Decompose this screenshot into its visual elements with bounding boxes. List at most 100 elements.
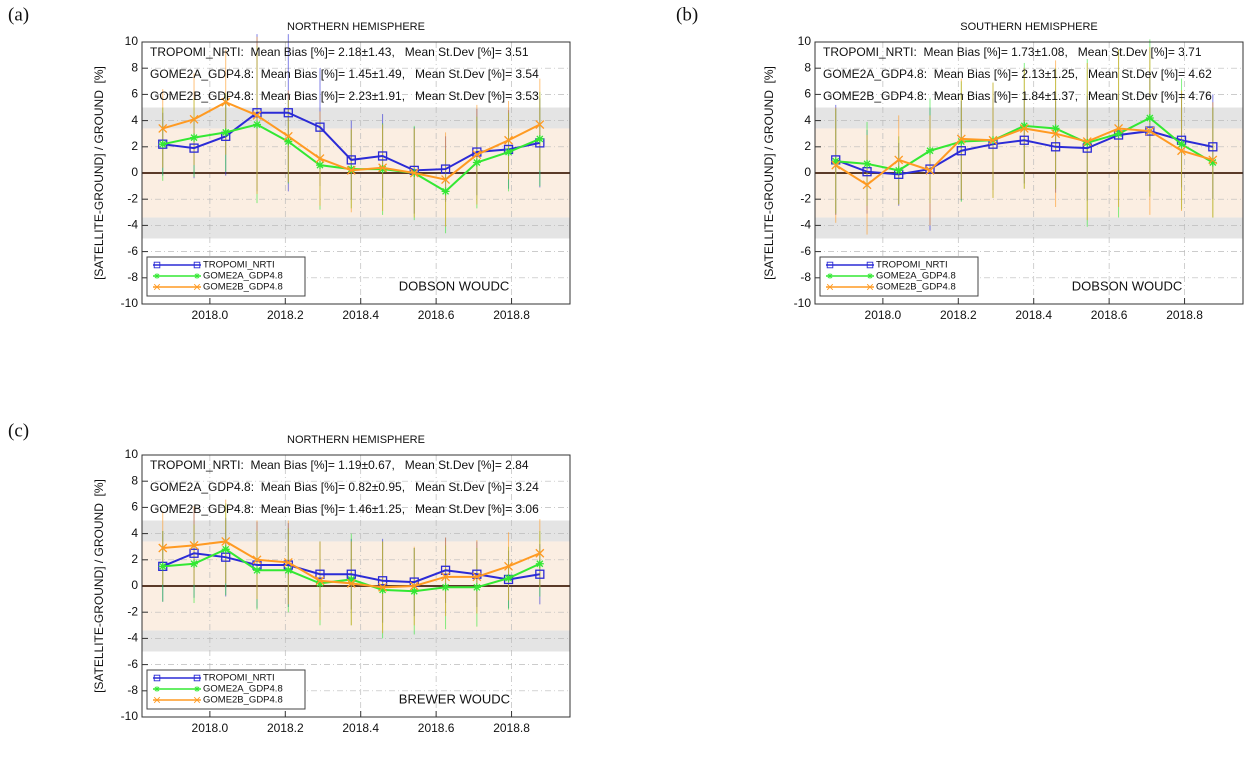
marker	[440, 164, 451, 174]
marker	[1083, 138, 1092, 147]
y-tick-label: -6	[800, 244, 811, 258]
x-tick-label: 2018.0	[192, 308, 229, 322]
marker	[378, 585, 387, 594]
marker	[472, 583, 481, 592]
chart-title: NORTHERN HEMISPHERE	[287, 21, 425, 33]
legend-label: GOME2B_GDP4.8	[203, 282, 283, 293]
marker	[377, 576, 388, 586]
marker	[441, 583, 450, 592]
marker	[315, 154, 325, 164]
chart-title: NORTHERN HEMISPHERE	[287, 434, 425, 446]
marker	[221, 128, 230, 137]
legend-marker	[153, 696, 161, 704]
marker	[831, 157, 840, 166]
marker	[158, 124, 168, 133]
marker	[346, 165, 356, 175]
marker	[504, 135, 513, 145]
marker	[1177, 146, 1186, 156]
y-tick-label: 6	[131, 87, 138, 101]
marker	[189, 143, 199, 153]
x-tick-label: 2018.6	[418, 721, 455, 735]
marker	[378, 165, 387, 174]
y-axis-label: [SATELLITE-GROUND] / GROUND [%]	[92, 479, 106, 693]
y-axis-label: [SATELLITE-GROUND] / GROUND [%]	[92, 66, 106, 280]
annotation: TROPOMI_NRTI: Mean Bias [%]= 1.19±0.67, …	[150, 458, 529, 472]
y-tick-label: 8	[131, 473, 138, 487]
legend-marker	[194, 686, 200, 692]
y-tick-label: 10	[125, 34, 139, 48]
marker	[193, 261, 201, 269]
annotation: TROPOMI_NRTI: Mean Bias [%]= 1.73±1.08, …	[823, 45, 1202, 59]
station-label: DOBSON WOUDC	[1072, 278, 1183, 293]
annotation: GOME2A_GDP4.8: Mean Bias [%]= 1.45±1.49,…	[150, 67, 539, 81]
marker	[158, 543, 168, 553]
marker	[472, 150, 482, 160]
marker	[1019, 124, 1029, 133]
marker	[504, 561, 513, 571]
marker	[956, 134, 966, 144]
y-tick-label: -2	[127, 191, 138, 205]
marker	[193, 696, 201, 704]
marker	[1051, 124, 1060, 133]
y-tick-label: -2	[800, 191, 811, 205]
marker	[153, 674, 161, 682]
marker	[410, 587, 419, 596]
y-tick-label: 2	[131, 552, 138, 566]
marker	[863, 159, 872, 168]
marker	[1208, 155, 1218, 165]
marker	[535, 569, 545, 579]
marker	[194, 686, 200, 692]
series-line	[162, 552, 540, 584]
x-tick-label: 2018.8	[493, 308, 530, 322]
marker	[221, 537, 231, 546]
marker	[154, 686, 160, 692]
marker	[472, 569, 482, 579]
marker	[535, 120, 545, 129]
panel: (a) NORTHERN HEMISPHERE [SATELLITE-GROUND]…	[8, 4, 571, 322]
marker	[158, 140, 167, 149]
marker	[988, 135, 998, 145]
marker	[440, 565, 451, 575]
marker	[1050, 142, 1061, 152]
marker	[347, 575, 356, 584]
y-tick-label: -6	[127, 657, 138, 671]
y-tick-label: -4	[127, 218, 138, 232]
legend-marker	[193, 261, 201, 269]
legend-marker	[194, 273, 200, 279]
marker	[867, 273, 873, 279]
marker	[441, 175, 451, 185]
marker	[409, 168, 419, 178]
marker	[153, 283, 161, 291]
annotation: GOME2A_GDP4.8: Mean Bias [%]= 2.13±1.25,…	[823, 67, 1212, 81]
marker	[253, 120, 262, 129]
shaded-range	[815, 217, 1243, 239]
x-tick-label: 2018.0	[865, 308, 902, 322]
marker	[827, 273, 833, 279]
y-tick-label: 6	[131, 500, 138, 514]
marker	[535, 548, 545, 558]
marker	[346, 155, 356, 165]
station-label: BREWER WOUDC	[399, 691, 510, 706]
marker	[284, 137, 293, 146]
marker	[378, 582, 388, 592]
marker	[866, 283, 874, 291]
marker	[472, 572, 482, 582]
y-tick-label: 10	[798, 34, 812, 48]
marker	[252, 555, 262, 565]
panel: (c) NORTHERN HEMISPHERE [SATELLITE-GROUND]…	[8, 420, 571, 735]
marker	[315, 161, 324, 170]
marker	[221, 97, 231, 107]
x-tick-label: 2018.0	[192, 721, 229, 735]
x-tick-label: 2018.8	[493, 721, 530, 735]
y-axis-label: [SATELLITE-GROUND] / GROUND [%]	[762, 66, 776, 280]
panel-label: (b)	[676, 4, 698, 25]
y-tick-label: -8	[127, 683, 138, 697]
legend-label: TROPOMI_NRTI	[203, 673, 275, 684]
legend-marker	[153, 283, 161, 291]
plot-frame	[141, 41, 571, 305]
x-tick-label: 2018.2	[940, 308, 977, 322]
x-tick-label: 2018.4	[1015, 308, 1052, 322]
legend-marker	[866, 261, 874, 269]
legend-marker	[867, 273, 873, 279]
